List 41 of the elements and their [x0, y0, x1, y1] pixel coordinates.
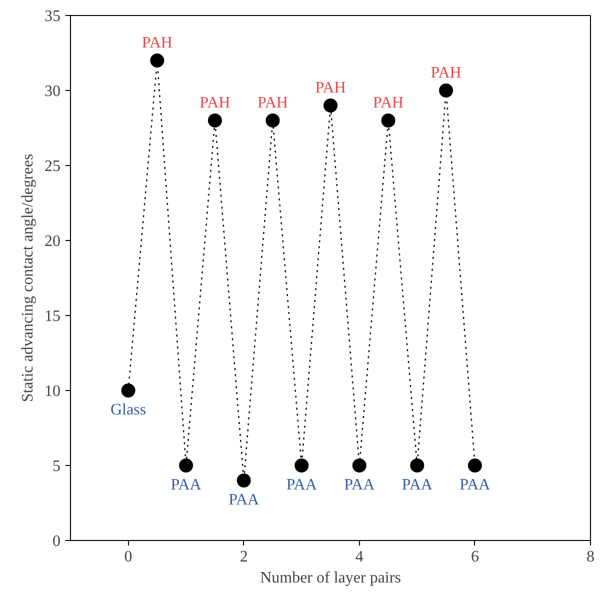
point	[121, 384, 136, 398]
annotation: PAH	[373, 94, 404, 112]
annotation: PAH	[200, 94, 231, 112]
point	[236, 474, 251, 488]
y-tick-label: 15	[44, 308, 60, 325]
y-tick-label: 10	[44, 383, 60, 400]
x-tick-label: 6	[470, 548, 479, 566]
point	[410, 458, 424, 472]
y-tick-label: 5	[52, 458, 60, 475]
annotation: PAH	[257, 94, 288, 112]
y-axis-title: Static advancing contact angle/degrees	[20, 154, 36, 402]
annotation: PAA	[460, 476, 491, 494]
point	[352, 458, 366, 472]
point	[208, 114, 222, 128]
point	[439, 84, 454, 98]
x-tick-label: 8	[586, 548, 594, 566]
annotation: Glass	[110, 402, 146, 418]
y-tick-label: 25	[44, 158, 60, 175]
x-tick-label: 0	[124, 548, 132, 566]
y-tick-label: 30	[44, 83, 60, 100]
point	[179, 458, 194, 472]
annotation: PAA	[286, 476, 318, 494]
annotation: PAH	[315, 80, 346, 96]
point	[294, 458, 309, 472]
annotation: PAH	[430, 64, 462, 82]
annotation: PAA	[228, 492, 260, 508]
y-tick-label: 0	[52, 533, 60, 550]
point	[266, 114, 280, 128]
x-tick-label: 4	[355, 548, 364, 566]
point	[468, 458, 482, 472]
annotation: PAA	[344, 476, 376, 494]
x-axis-title: Number of layer pairs	[260, 570, 401, 586]
annotation: PAA	[402, 476, 433, 494]
annotation: PAA	[170, 476, 202, 494]
x-tick-label: 2	[240, 548, 248, 566]
annotation: PAH	[142, 34, 173, 52]
y-tick-label: 35	[44, 8, 60, 25]
point	[381, 114, 396, 128]
point	[324, 98, 338, 112]
y-tick-label: 20	[44, 233, 60, 250]
point	[150, 54, 164, 68]
